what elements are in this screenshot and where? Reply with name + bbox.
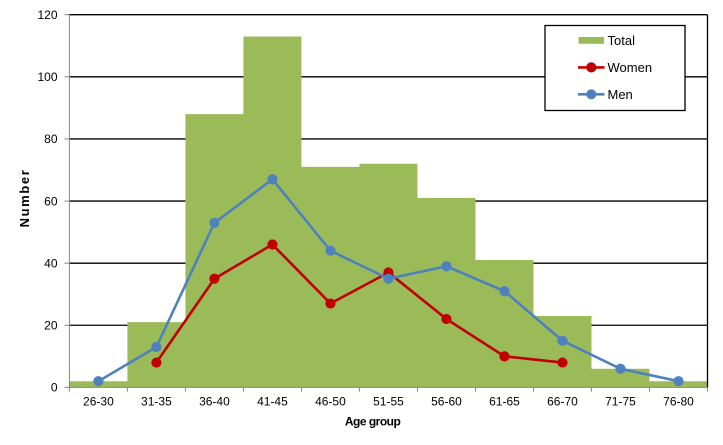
svg-text:71-75: 71-75 [605,395,636,409]
svg-text:51-55: 51-55 [373,395,404,409]
svg-text:56-60: 56-60 [431,395,462,409]
svg-text:Number: Number [17,169,32,228]
svg-text:61-65: 61-65 [489,395,520,409]
svg-text:0: 0 [51,381,58,395]
svg-text:41-45: 41-45 [257,395,288,409]
svg-text:Age group: Age group [345,415,401,429]
svg-text:31-35: 31-35 [141,395,172,409]
svg-text:40: 40 [44,257,58,271]
svg-text:Total: Total [608,33,636,48]
svg-text:120: 120 [37,8,57,22]
svg-text:80: 80 [44,132,58,146]
svg-text:100: 100 [37,70,57,84]
svg-text:20: 20 [44,319,58,333]
svg-text:Women: Women [608,60,653,75]
svg-text:26-30: 26-30 [83,395,114,409]
svg-text:36-40: 36-40 [199,395,230,409]
svg-text:76-80: 76-80 [663,395,694,409]
svg-text:Men: Men [608,87,633,102]
svg-text:66-70: 66-70 [547,395,578,409]
svg-text:46-50: 46-50 [315,395,346,409]
svg-text:60: 60 [44,194,58,208]
